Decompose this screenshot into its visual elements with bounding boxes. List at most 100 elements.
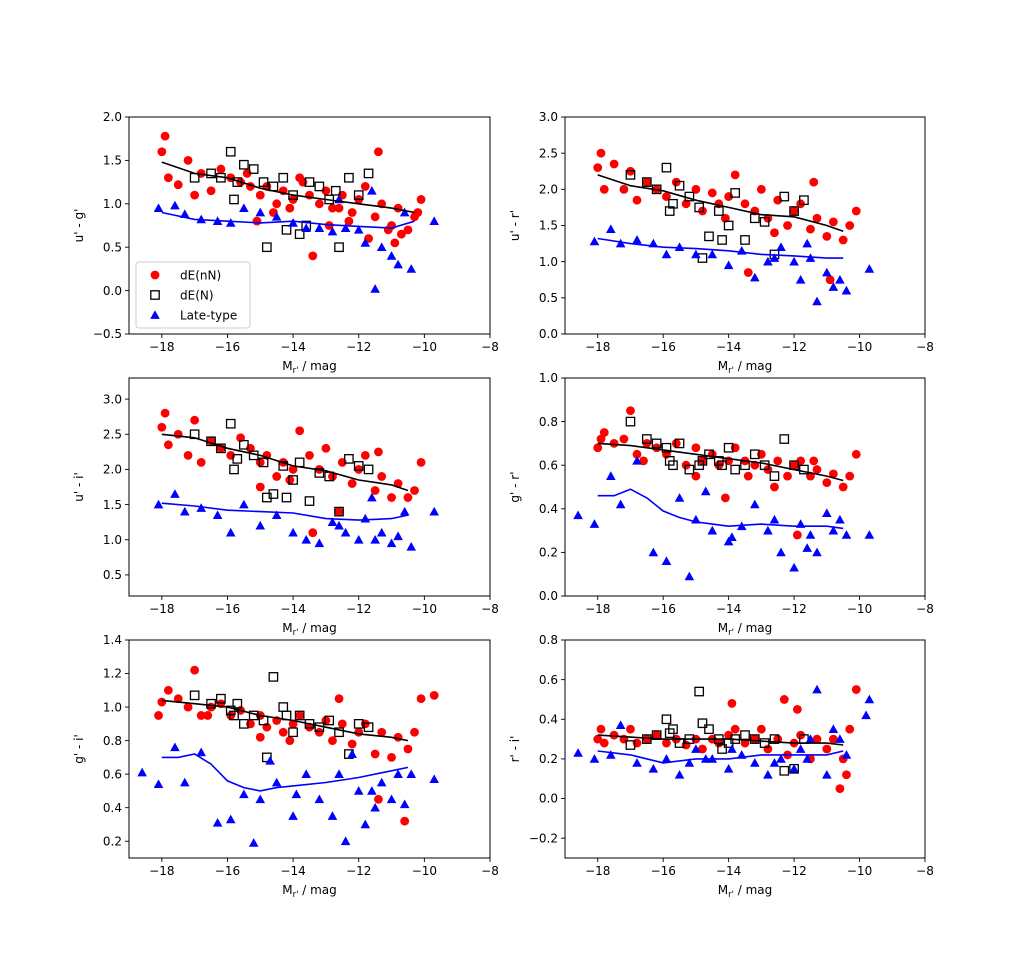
x-tick-label: −10 [847, 864, 872, 878]
data-point [756, 724, 766, 734]
y-tick-label: 2.5 [539, 146, 558, 160]
x-tick-label: −8 [916, 602, 934, 616]
data-point [681, 199, 691, 209]
data-point [615, 499, 626, 509]
data-point [599, 184, 609, 194]
plot-area [129, 640, 490, 858]
data-point [759, 738, 770, 748]
data-point [789, 206, 799, 216]
data-point [304, 177, 315, 187]
data-point [429, 506, 440, 516]
data-point [261, 492, 272, 503]
data-point [291, 789, 302, 799]
x-tick-label: −8 [916, 340, 934, 354]
data-point [367, 185, 377, 195]
chart-panel-3: −18 −16 −14 −12 −10 −8 0.5 1.0 1.5 2.0 2.5 3.0 Mr' /… [72, 377, 499, 638]
data-point [664, 455, 675, 466]
data-point [812, 734, 822, 744]
data-point [153, 203, 164, 212]
data-point [406, 264, 417, 273]
data-point [704, 231, 714, 242]
data-point [717, 460, 727, 471]
data-point [406, 769, 417, 778]
data-point [632, 758, 642, 767]
data-point [314, 468, 325, 478]
data-point [822, 267, 832, 277]
y-tick-label: 2.5 [103, 427, 122, 441]
data-point [805, 734, 816, 743]
data-point [239, 718, 249, 729]
data-point [684, 464, 695, 475]
data-point [770, 482, 779, 492]
y-tick-label: 0.0 [539, 792, 558, 806]
data-point [619, 184, 629, 194]
x-tick-label: −16 [651, 602, 676, 616]
data-point [353, 534, 364, 544]
data-point [749, 449, 760, 460]
y-tick-label: 1.0 [539, 255, 558, 269]
data-point [376, 777, 387, 787]
data-point [340, 527, 351, 537]
data-point [363, 168, 374, 179]
data-point [795, 744, 806, 753]
data-point [789, 460, 799, 470]
data-point [246, 719, 255, 729]
data-point [750, 734, 760, 744]
data-point [599, 428, 609, 437]
data-point [596, 724, 606, 734]
data-point [661, 249, 672, 259]
data-point [153, 499, 164, 509]
data-point [684, 758, 695, 767]
data-point [707, 249, 718, 259]
data-point [851, 449, 861, 459]
data-point [619, 434, 629, 444]
y-tick-label: 1.0 [103, 533, 122, 547]
data-point [668, 198, 678, 209]
data-point [268, 489, 279, 499]
data-point [864, 694, 875, 704]
x-tick-label: −14 [280, 340, 305, 354]
data-point [258, 177, 269, 187]
chart-panel-4: −18 −16 −14 −12 −10 −8 0.0 0.2 0.4 0.6 0.8 1.0 Mr' /… [508, 371, 934, 638]
x-tick-label: −10 [847, 340, 872, 354]
legend-marker [150, 310, 160, 319]
data-point [271, 212, 282, 221]
trend-line-de [161, 161, 415, 214]
data-point [864, 264, 875, 273]
data-point [278, 172, 289, 183]
x-tick-label: −8 [481, 602, 499, 616]
data-point [641, 434, 652, 444]
data-point [386, 538, 397, 548]
data-point [674, 180, 685, 191]
plot-area [129, 378, 490, 596]
data-point [399, 799, 410, 809]
data-point [183, 450, 193, 460]
data-point [288, 527, 298, 537]
data-point [216, 164, 226, 174]
data-point [334, 506, 344, 517]
data-point [255, 482, 265, 492]
data-point [795, 274, 806, 284]
data-point [370, 534, 380, 544]
data-point [429, 690, 439, 700]
x-tick-label: −12 [346, 340, 371, 354]
data-point [173, 429, 183, 439]
x-tick-label: −14 [716, 340, 741, 354]
data-point [720, 213, 730, 223]
x-tick-label: −18 [149, 864, 174, 878]
data-point [278, 727, 288, 737]
data-point [822, 508, 832, 517]
data-point [684, 571, 695, 581]
data-point [406, 541, 417, 551]
data-point [377, 472, 387, 481]
data-point [661, 162, 672, 173]
data-point [861, 710, 871, 720]
data-point [770, 228, 779, 238]
y-tick-label: −0.2 [529, 831, 558, 845]
data-point [730, 443, 740, 453]
data-point [285, 203, 295, 213]
data-point [573, 510, 583, 520]
data-point [314, 181, 325, 192]
legend-label: dE(nN) [180, 269, 221, 283]
x-tick-label: −10 [412, 864, 437, 878]
